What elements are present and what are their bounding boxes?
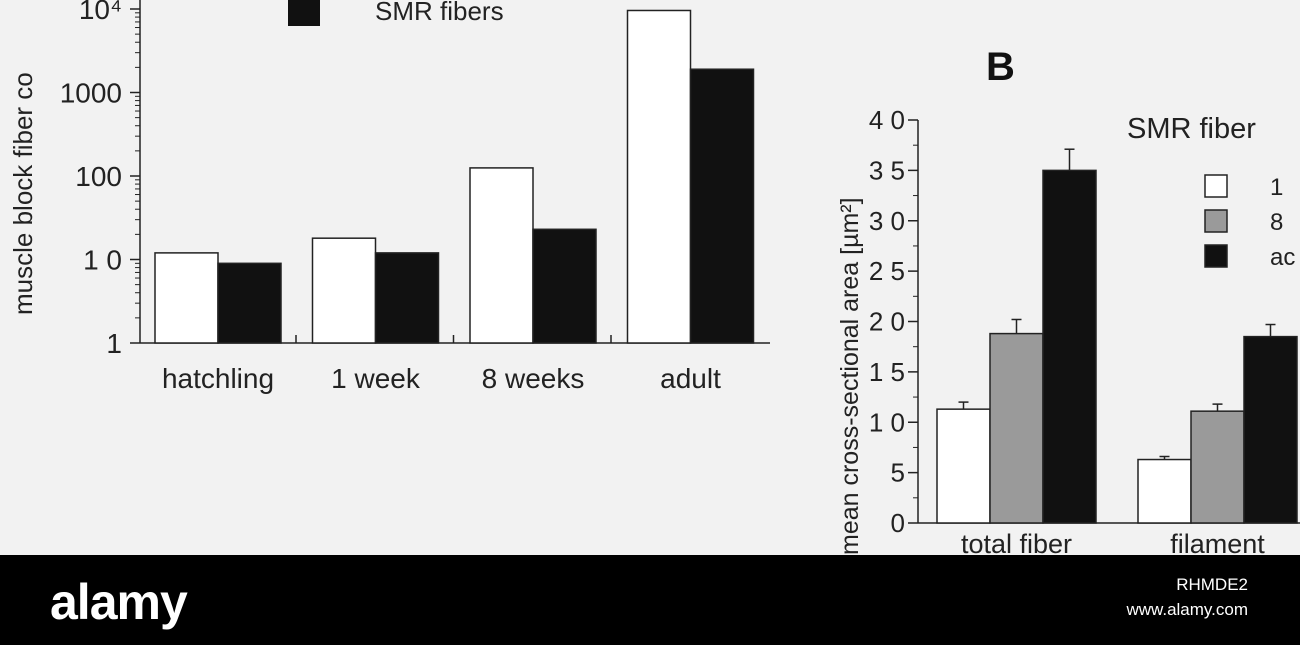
panel-a-y-tick-label: 1 0 [83,245,122,276]
panel-b-bar [1243,335,1298,524]
figure: muscle block fiber co 1 1 0 100 1000 10⁴ hat… [8,0,1300,555]
panel-b-y-tick-label: 4 0 [869,105,905,135]
panel-b-legend-swatch [1204,244,1228,268]
panel-b-title: SMR fiber [1127,113,1256,145]
panel-b-y-tick-label: 2 5 [869,256,905,286]
panel-b-y-tick-label: 5 [891,458,905,488]
panel-a-y-tick-label: 10⁴ [79,0,122,25]
panel-b-legend-label: 8 [1270,209,1283,236]
panel-b-y-axis-label: mean cross-sectional area [µm²] [836,197,864,555]
panel-a-chart: muscle block fiber co 1 1 0 100 1000 10⁴ hat… [8,0,770,394]
panel-a-y-tick-label: 1000 [60,78,122,109]
panel-b-legend-swatch [1204,174,1228,198]
panel-b-bar [936,408,991,524]
panel-b-legend-label: ac [1270,244,1295,271]
panel-b-category-label: filament [1170,529,1265,555]
panel-a-legend-label: SMR fibers [375,0,504,26]
panel-a-category-label: hatchling [162,363,274,394]
panel-b-bar [1042,169,1097,524]
panel-b-bar [1190,410,1245,524]
image-id: RHMDE2 [1176,575,1248,594]
panel-b-bar [1137,458,1192,524]
alamy-logo: alamy [50,574,188,630]
panel-b-y-tick-label: 3 0 [869,206,905,236]
panel-b-legend-label: 1 [1270,174,1283,201]
panel-a-y-tick-label: 1 [106,328,122,359]
panel-a-y-axis-label: muscle block fiber co [8,72,38,315]
panel-b-y-tick-label: 0 [891,508,905,538]
panel-b-y-tick-label: 3 5 [869,155,905,185]
panel-b-bar [989,332,1044,524]
panel-a-bar [532,228,597,344]
site-url: www.alamy.com [1126,600,1248,619]
panel-b-chart: B mean cross-sectional area [µm²] 0 5 1 0 1… [836,45,1300,555]
panel-a-bar [689,68,755,344]
panel-a-bar [154,252,219,344]
panel-a-bar [626,9,692,344]
panel-a-bar [217,262,282,344]
panel-b-label: B [986,45,1015,89]
panel-b-y-tick-label: 1 5 [869,357,905,387]
panel-b-category-label: total fiber [961,529,1072,555]
panel-a-y-tick-label: 100 [75,161,122,192]
panel-a-category-label: adult [660,363,721,394]
panel-a-bar [374,252,440,344]
panel-a-category-label: 1 week [331,363,421,394]
panel-b-y-tick-label: 2 0 [869,307,905,337]
panel-b-legend-swatch [1204,209,1228,233]
panel-b-y-tick-label: 1 0 [869,407,905,437]
panel-a-bar [469,167,534,344]
watermark-footer: alamy RHMDE2 www.alamy.com [0,555,1300,645]
panel-a-legend-swatch [288,0,320,26]
panel-a-category-label: 8 weeks [482,363,585,394]
panel-a-bar [311,237,377,344]
